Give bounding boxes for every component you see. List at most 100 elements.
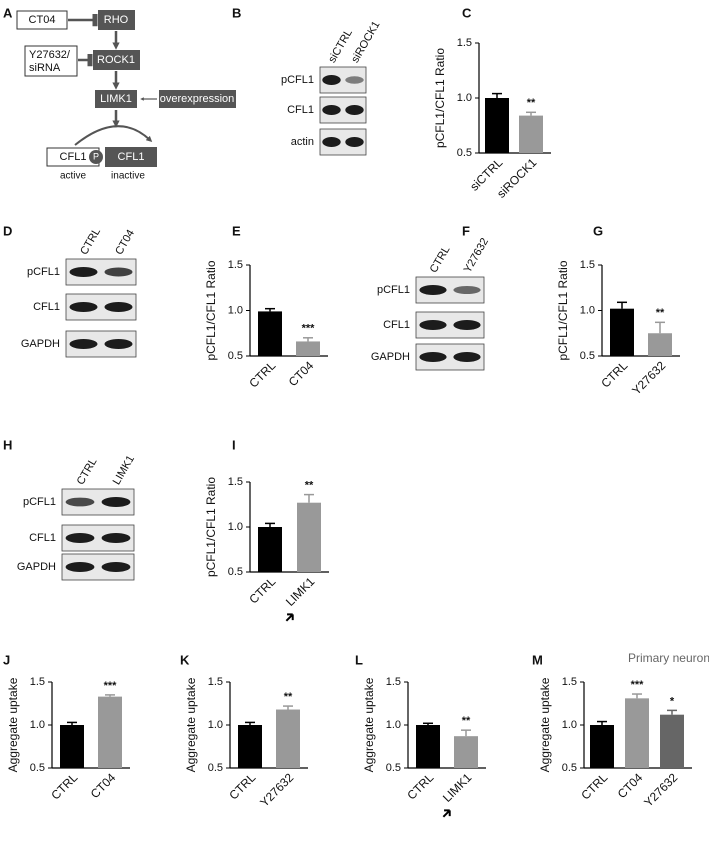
blot-band — [453, 352, 481, 362]
row-label: CFL1 — [33, 301, 60, 313]
significance: ** — [656, 307, 665, 319]
bar — [454, 736, 478, 768]
blot-band — [419, 320, 447, 330]
node-box — [159, 90, 236, 108]
y-tick-label: 1.5 — [562, 676, 577, 688]
node: ROCK1 — [97, 54, 135, 66]
y-axis-label: pCFL1/CFL1 Ratio — [204, 260, 218, 360]
y-tick-label: 1.0 — [562, 719, 577, 731]
blot-band — [345, 105, 364, 115]
y-tick-label: 0.5 — [228, 350, 243, 362]
blot-band — [104, 339, 133, 349]
row-label: pCFL1 — [281, 74, 314, 86]
blot-band — [69, 339, 98, 349]
bar — [296, 341, 320, 356]
y-tick-label: 0.5 — [30, 762, 45, 774]
node: siRNA — [29, 62, 61, 74]
pathway-diagram: A CT04 RHO Y27632/ siRNA ROCK1 LIMK1 ove… — [3, 5, 236, 182]
panel-letter: H — [3, 437, 12, 452]
bar — [416, 725, 440, 768]
y-tick-label: 1.0 — [580, 304, 595, 316]
y-tick-label: 1.5 — [208, 676, 223, 688]
bar — [238, 725, 262, 768]
panel-letter: L — [355, 652, 363, 667]
lane-label: CTRL — [75, 456, 100, 487]
node-box — [93, 50, 140, 70]
x-tick-label: Y27632 — [257, 770, 296, 809]
bar — [610, 308, 634, 356]
row-label: CFL1 — [29, 532, 56, 544]
blot-band — [419, 352, 447, 362]
panel-letter: K — [180, 652, 190, 667]
panel-letter: I — [232, 437, 236, 452]
y-tick-label: 1.0 — [228, 521, 243, 533]
blot-band — [322, 75, 341, 85]
significance: *** — [302, 323, 316, 335]
x-tick-label: LIMK1 — [440, 770, 475, 805]
annotation: Primary neuron — [628, 651, 709, 665]
blot-band — [104, 267, 133, 277]
panel-letter: B — [232, 5, 241, 20]
x-tick-label: CTRL — [246, 574, 278, 606]
node: LIMK1 — [100, 93, 132, 105]
y-tick-label: 1.5 — [30, 676, 45, 688]
lane-label: CT04 — [113, 228, 137, 257]
bar — [625, 698, 649, 768]
panel-letter: D — [3, 223, 12, 238]
panel-letter: J — [3, 652, 10, 667]
y-tick-label: 1.0 — [228, 304, 243, 316]
blot-band — [322, 105, 341, 115]
y-tick-label: 1.5 — [580, 259, 595, 271]
overexpression-arrow — [442, 809, 451, 818]
node: CFL1 — [60, 151, 87, 163]
y-tick-label: 0.5 — [208, 762, 223, 774]
x-tick-label: CT04 — [286, 358, 317, 389]
panel-letter: A — [3, 5, 13, 20]
y-axis-label: Aggregate uptake — [538, 677, 552, 772]
node: RHO — [104, 14, 129, 26]
y-axis-label: pCFL1/CFL1 Ratio — [433, 48, 447, 148]
row-label: CFL1 — [287, 104, 314, 116]
y-tick-label: 1.5 — [457, 37, 472, 49]
y-tick-label: 1.5 — [228, 259, 243, 271]
y-tick-label: 0.5 — [386, 762, 401, 774]
y-tick-label: 0.5 — [580, 350, 595, 362]
y-axis-label: Aggregate uptake — [362, 677, 376, 772]
node: Y27632/ — [29, 49, 71, 61]
panel-letter: C — [462, 5, 472, 20]
x-tick-label: Y27632 — [641, 770, 680, 809]
blot-band — [345, 137, 364, 147]
blot-band — [419, 285, 447, 295]
node: P — [93, 151, 99, 161]
y-tick-label: 1.5 — [386, 676, 401, 688]
row-label: GAPDH — [17, 561, 56, 573]
significance: *** — [631, 679, 645, 691]
lane-label: Y27632 — [462, 236, 491, 275]
x-tick-label: CTRL — [404, 770, 436, 802]
blot-band — [345, 76, 364, 84]
y-tick-label: 1.0 — [208, 719, 223, 731]
node: overexpression — [160, 93, 235, 105]
panel-letter: F — [462, 223, 470, 238]
y-axis-label: Aggregate uptake — [6, 677, 20, 772]
node: CT04 — [29, 14, 56, 26]
state-label: inactive — [111, 171, 145, 182]
x-tick-label: CTRL — [598, 358, 630, 390]
bar — [648, 333, 672, 356]
bar — [485, 98, 509, 153]
significance: * — [670, 695, 675, 707]
row-label: GAPDH — [21, 338, 60, 350]
blot-band — [65, 562, 95, 572]
lane-label: CTRL — [428, 244, 453, 275]
lane-label: LIMK1 — [111, 453, 137, 487]
significance: ** — [462, 715, 471, 727]
bar — [297, 502, 321, 572]
bar — [660, 714, 684, 768]
blot-band — [65, 497, 95, 507]
y-tick-label: 1.0 — [457, 92, 472, 104]
y-axis-label: pCFL1/CFL1 Ratio — [556, 260, 570, 360]
blot-band — [453, 320, 481, 330]
curved-arrow — [74, 125, 153, 146]
row-label: actin — [291, 136, 314, 148]
